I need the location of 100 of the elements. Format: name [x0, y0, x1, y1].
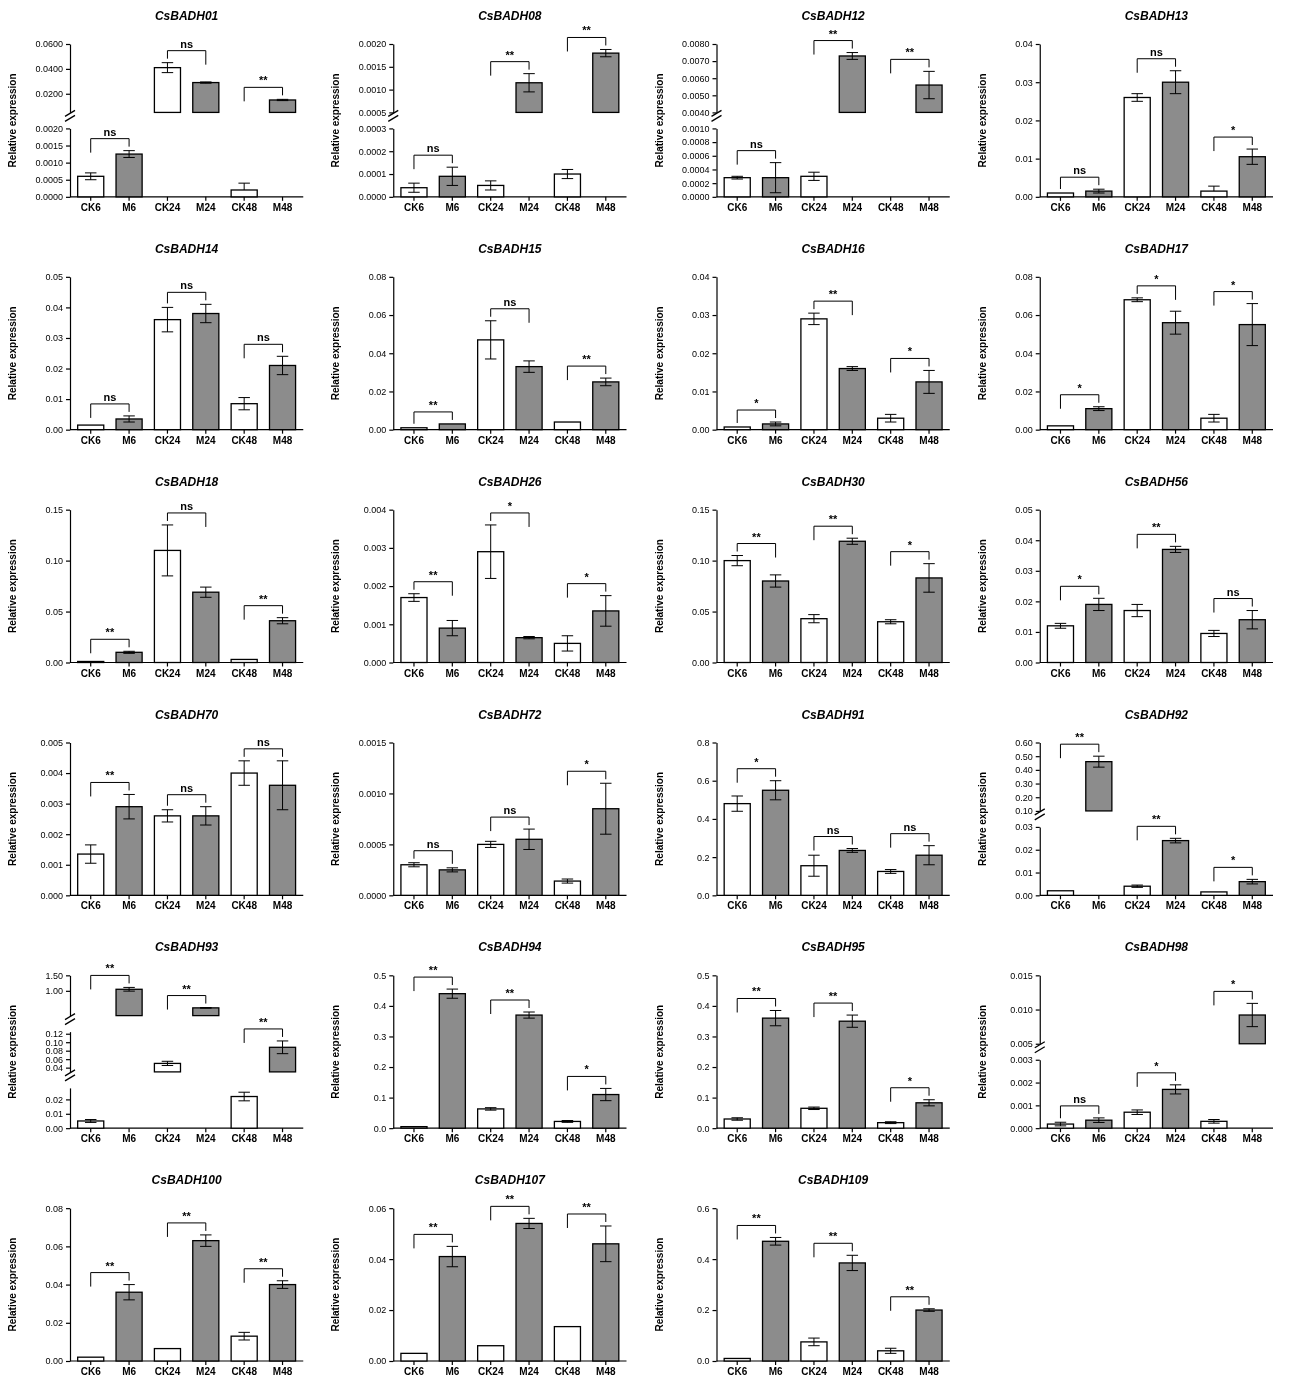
x-tick-label: CK48	[554, 900, 581, 912]
y-tick-label: 0.04	[45, 302, 63, 313]
y-tick-label: 0.010	[1010, 1004, 1033, 1015]
y-tick-label: 0.06	[45, 1054, 63, 1065]
x-tick-label: CK6	[80, 1133, 102, 1145]
x-tick-label: M48	[596, 434, 616, 446]
x-tick-label: M48	[272, 1133, 293, 1145]
y-tick-label: 0.002	[363, 581, 387, 592]
x-tick-label: M48	[596, 1366, 616, 1378]
x-tick-label: CK48	[554, 434, 581, 446]
chart-title: CsBADH12	[801, 9, 866, 23]
chart-title: CsBADH70	[154, 707, 219, 722]
y-tick-label: 0.003	[40, 799, 63, 810]
annotation: **	[828, 990, 839, 1003]
x-tick-label: M24	[1165, 201, 1186, 213]
y-tick-label: 0.03	[45, 333, 63, 344]
x-tick-label: CK48	[1201, 201, 1228, 213]
x-tick-label: CK48	[877, 1366, 904, 1378]
x-tick-label: M24	[519, 900, 540, 912]
x-tick-label: M48	[272, 201, 293, 213]
annotation: **	[752, 985, 762, 998]
chart-title: CsBADH15	[478, 241, 542, 256]
x-tick-label: CK6	[1050, 900, 1071, 912]
x-tick-label: CK48	[877, 667, 904, 679]
x-tick-label: M6	[122, 1133, 137, 1145]
x-tick-label: M24	[842, 667, 863, 679]
annotation: ns	[749, 137, 763, 150]
y-tick-label: 0.01	[1015, 154, 1033, 165]
y-tick-label: 0.003	[1010, 1055, 1033, 1066]
y-tick-label: 0.00	[45, 425, 63, 436]
x-tick-label: CK6	[1050, 667, 1071, 679]
y-tick-label: 0.00	[1015, 192, 1033, 203]
x-tick-label: M24	[519, 1133, 540, 1145]
annotation: **	[259, 1015, 269, 1028]
annotation: *	[1077, 381, 1083, 394]
annotation: **	[105, 769, 115, 782]
y-tick-label: 0.05	[45, 606, 63, 617]
annotation: **	[828, 288, 839, 301]
y-tick-label: 0.001	[1010, 1100, 1033, 1111]
y-tick-label: 0.0002	[358, 146, 387, 157]
y-tick-label: 0.0010	[681, 123, 710, 134]
x-tick-label: CK6	[403, 900, 425, 912]
x-tick-label: CK48	[877, 434, 904, 446]
annotation: **	[905, 1283, 915, 1296]
x-tick-label: M48	[919, 201, 940, 213]
x-tick-label: CK48	[554, 1133, 581, 1145]
x-tick-label: CK6	[727, 1133, 748, 1145]
annotation: *	[1077, 573, 1083, 586]
x-tick-label: M6	[122, 1366, 137, 1378]
x-tick-label: CK6	[80, 900, 102, 912]
y-tick-label: 0.15	[45, 505, 63, 516]
chart-title: CsBADH26	[478, 474, 542, 489]
y-tick-label: 0.05	[45, 272, 63, 283]
annotation: **	[259, 592, 269, 605]
x-tick-label: CK24	[477, 900, 504, 912]
x-tick-label: CK48	[877, 201, 904, 213]
x-tick-label: CK6	[80, 201, 102, 213]
y-tick-label: 0.0	[696, 1356, 710, 1367]
y-tick-label: 0.00	[45, 1123, 63, 1134]
x-tick-label: M6	[768, 434, 783, 446]
y-tick-label: 0.04	[45, 1063, 63, 1074]
annotation: ns	[426, 142, 440, 155]
annotation: *	[584, 570, 590, 583]
y-tick-label: 0.0010	[358, 788, 387, 799]
y-tick-label: 0.01	[691, 386, 710, 397]
y-tick-label: 0.08	[368, 272, 387, 283]
x-tick-label: M6	[1091, 667, 1107, 679]
annotation: **	[505, 48, 515, 61]
y-tick-label: 0.06	[45, 1241, 63, 1252]
x-tick-label: M6	[1091, 900, 1107, 912]
annotation: **	[1075, 731, 1085, 744]
text: **	[505, 1193, 515, 1206]
y-tick-label: 0.20	[1015, 792, 1033, 803]
y-tick-label: 0.0008	[681, 137, 710, 148]
chart-title: CsBADH93	[154, 940, 219, 955]
annotation: ns	[103, 390, 117, 403]
annotation: *	[754, 755, 760, 768]
x-tick-label: CK24	[801, 1366, 828, 1378]
annotation: **	[905, 46, 915, 59]
y-tick-label: 0.06	[368, 310, 387, 321]
x-tick-label: M6	[445, 1133, 460, 1145]
x-tick-label: M24	[842, 201, 863, 213]
y-tick-label: 0.0200	[35, 89, 63, 100]
annotation: *	[907, 345, 913, 358]
y-tick-label: 0.00	[368, 1356, 387, 1367]
x-tick-label: CK24	[801, 667, 828, 679]
x-tick-label: M24	[196, 201, 216, 213]
y-tick-label: 0.0015	[358, 62, 387, 73]
annotation: ns	[180, 499, 194, 512]
x-tick-label: M24	[196, 900, 216, 912]
chart-title: CsBADH30	[801, 474, 866, 489]
x-tick-label: CK6	[403, 667, 425, 679]
y-tick-label: 0.0020	[358, 39, 387, 50]
y-tick-label: 0.0001	[358, 169, 387, 180]
x-tick-label: CK48	[1201, 667, 1228, 679]
x-tick-label: M48	[919, 667, 940, 679]
y-tick-label: 0.00	[1015, 425, 1033, 436]
chart-title: CsBADH98	[1124, 940, 1189, 955]
x-tick-label: M48	[1242, 434, 1263, 446]
x-tick-label: M48	[919, 900, 940, 912]
